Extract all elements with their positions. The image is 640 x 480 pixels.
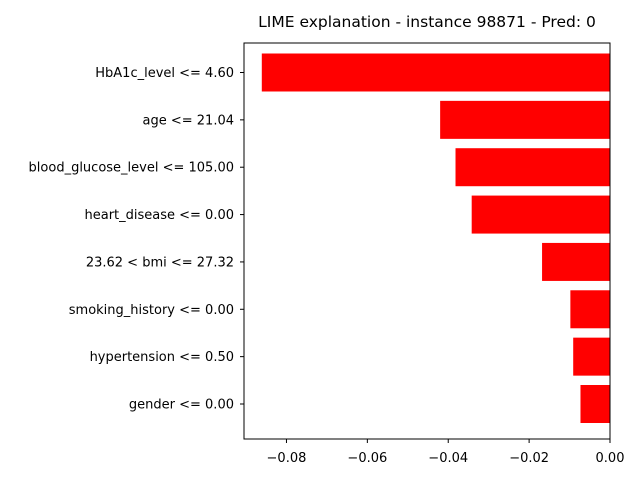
x-tick-label-0: −0.08 [267,451,307,466]
y-tick-label-4: 23.62 < bmi <= 27.32 [86,255,234,270]
bar-6 [573,337,610,376]
bars-group [261,53,610,423]
x-tick-label-2: −0.04 [428,451,468,466]
y-tick-label-6: hypertension <= 0.50 [90,350,234,365]
y-tick-label-3: heart_disease <= 0.00 [84,208,234,223]
bar-0 [261,53,610,92]
x-tick-label-4: 0.00 [596,451,625,466]
y-axis-ticks: HbA1c_level <= 4.60 age <= 21.04 blood_glu… [29,66,244,413]
plot-frame [243,42,611,440]
y-tick-label-5: smoking_history <= 0.00 [69,303,234,318]
y-tick-label-1: age <= 21.04 [143,113,234,128]
chart-title: LIME explanation - instance 98871 - Pred… [258,13,596,31]
x-tick-label-1: −0.06 [347,451,387,466]
y-tick-label-7: gender <= 0.00 [129,398,234,413]
bar-3 [471,195,610,234]
x-tick-label-3: −0.02 [509,451,549,466]
bar-7 [580,385,610,423]
bar-4 [542,242,610,281]
y-tick-label-2: blood_glucose_level <= 105.00 [29,161,234,176]
bar-2 [455,148,610,187]
bar-1 [440,100,610,139]
bar-5 [570,290,610,329]
x-axis-ticks: −0.08 −0.06 −0.04 −0.02 0.00 [267,439,625,466]
y-tick-label-0: HbA1c_level <= 4.60 [95,66,234,81]
